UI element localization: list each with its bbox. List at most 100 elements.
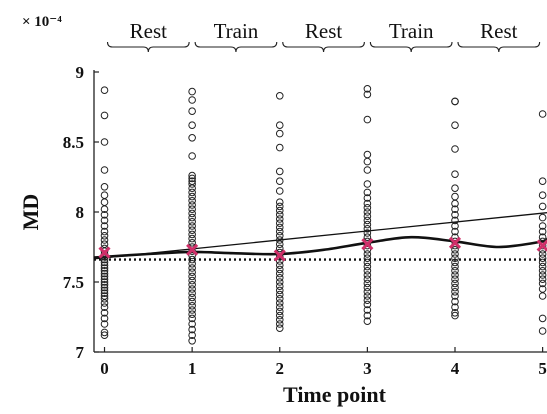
- subject-point: [538, 314, 547, 323]
- subject-point: [363, 258, 372, 267]
- subject-point: [100, 303, 109, 312]
- subject-point: [451, 222, 459, 230]
- subject-point: [188, 188, 196, 197]
- subject-point: [188, 276, 196, 285]
- subject-point: [100, 236, 109, 244]
- subject-point: [363, 271, 372, 279]
- subject-point: [275, 269, 284, 278]
- subject-point: [363, 246, 372, 254]
- subject-point: [275, 303, 284, 312]
- subject-point: [451, 211, 459, 219]
- subject-point: [100, 295, 109, 303]
- mean-marker-stroke: [98, 246, 111, 259]
- x-tick-label: 0: [100, 359, 109, 378]
- subject-point: [100, 309, 109, 317]
- mean-marker: [98, 246, 111, 259]
- subject-point: [188, 222, 196, 230]
- subject-point: [188, 255, 196, 264]
- mean-marker-stroke: [361, 238, 374, 251]
- phase-label: Rest: [305, 19, 343, 43]
- subject-point: [188, 293, 196, 302]
- y-axis-title: MD: [18, 194, 43, 231]
- subject-point: [188, 184, 196, 192]
- phase-label: Train: [389, 19, 434, 43]
- subject-point: [451, 192, 459, 201]
- subject-point: [100, 331, 109, 340]
- subject-point: [363, 216, 372, 225]
- phase-bracket: [194, 41, 278, 53]
- subject-point: [538, 202, 547, 211]
- subject-point: [451, 233, 459, 241]
- subject-point: [188, 121, 196, 129]
- subject-point: [451, 311, 459, 320]
- mean-marker: [273, 249, 286, 262]
- mean-markers: [98, 236, 547, 262]
- mean-marker-stroke: [448, 236, 462, 249]
- subject-point: [451, 254, 459, 263]
- subject-point: [188, 272, 196, 281]
- subject-point: [363, 267, 372, 275]
- mean-marker: [536, 239, 547, 252]
- subject-point: [363, 188, 372, 197]
- subject-point: [100, 183, 109, 191]
- subject-point: [275, 92, 284, 100]
- subject-point: [100, 216, 109, 225]
- subject-point: [363, 150, 372, 159]
- phase-labels: Rest Train Rest Train Rest: [106, 19, 541, 53]
- subject-point: [100, 138, 109, 146]
- subject-point: [100, 269, 109, 278]
- subject-point: [538, 222, 547, 230]
- subject-point: [538, 267, 547, 275]
- x-tick-label: 1: [188, 359, 197, 378]
- subject-point: [188, 297, 196, 306]
- subject-point: [188, 213, 196, 222]
- subject-point: [363, 292, 372, 300]
- subject-point: [100, 272, 109, 281]
- subject-point: [188, 314, 196, 323]
- subject-point: [100, 232, 109, 240]
- subject-point: [100, 227, 109, 236]
- subject-point: [538, 241, 547, 250]
- subject-point: [363, 296, 372, 305]
- subject-point: [451, 121, 459, 129]
- x-tick-label: 3: [363, 359, 372, 378]
- subject-point: [275, 299, 284, 307]
- subject-point: [275, 236, 284, 244]
- subject-point: [100, 286, 109, 295]
- subject-point: [363, 225, 372, 233]
- subject-point: [188, 152, 196, 160]
- linear-fit-line: [93, 212, 547, 260]
- subject-point: [188, 192, 196, 201]
- subject-point: [275, 290, 284, 299]
- mean-marker: [186, 243, 199, 256]
- subject-point: [100, 86, 109, 94]
- subject-point: [188, 218, 196, 226]
- subject-point: [363, 317, 372, 326]
- subject-point: [275, 219, 284, 227]
- subject-point: [451, 199, 459, 208]
- subject-point: [100, 211, 109, 219]
- y-tick-label: 8: [76, 203, 85, 222]
- subject-point: [100, 328, 109, 337]
- subject-point: [100, 320, 109, 328]
- y-tick-label: 7: [76, 343, 85, 362]
- subject-point: [451, 184, 459, 192]
- subject-point: [363, 311, 372, 320]
- subject-point: [363, 283, 372, 292]
- subject-point: [538, 292, 547, 300]
- subject-point: [188, 285, 196, 293]
- subject-point: [275, 316, 284, 324]
- subject-point: [188, 260, 196, 268]
- subject-point: [188, 289, 196, 298]
- subject-point: [538, 213, 547, 222]
- subject-point: [451, 303, 459, 312]
- subject-point: [275, 274, 284, 282]
- subject-point: [451, 145, 459, 153]
- subject-point: [363, 199, 372, 208]
- subject-point: [100, 267, 109, 275]
- x-axis-title: Time point: [283, 382, 387, 407]
- subject-point: [188, 197, 196, 205]
- subject-point: [451, 216, 459, 225]
- subject-point: [451, 283, 459, 292]
